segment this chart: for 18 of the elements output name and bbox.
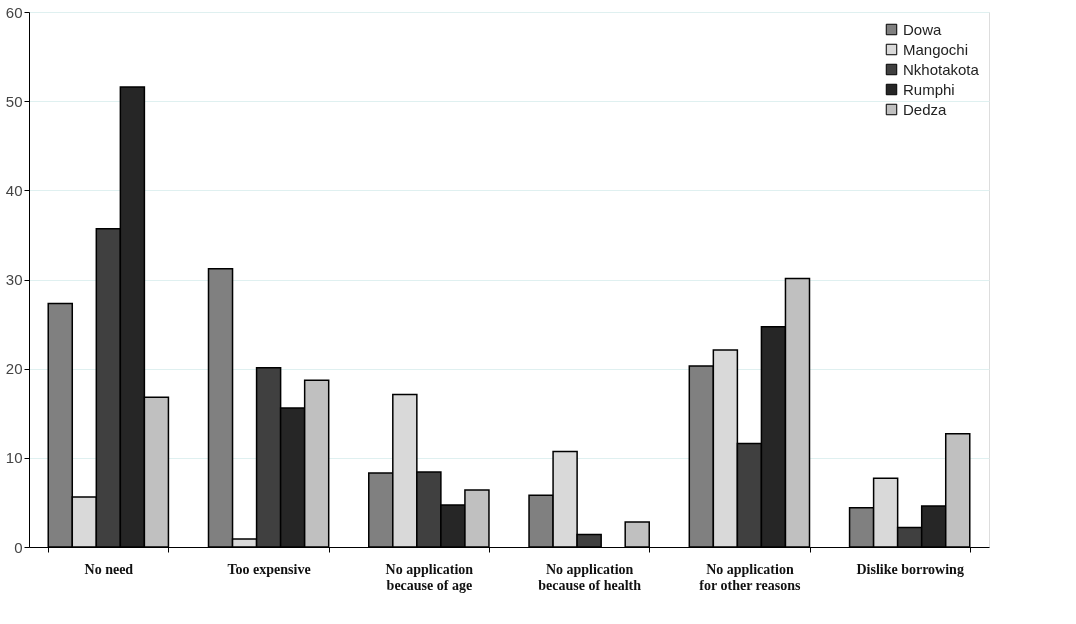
y-tick-label: 60 xyxy=(5,3,23,21)
y-tick-label: 30 xyxy=(5,271,23,288)
y-tick-label: 20 xyxy=(5,360,23,378)
x-tick-label: No need xyxy=(84,561,134,577)
y-tick-label: 40 xyxy=(5,181,23,199)
y-tick-label: 50 xyxy=(5,92,23,110)
y-tick-label: 0 xyxy=(14,538,23,556)
x-tick-label: Too expensive xyxy=(227,561,311,577)
legend-label: Rumphi xyxy=(903,80,955,98)
x-tick-label: No application because of age xyxy=(385,561,474,593)
y-tick-label: 10 xyxy=(5,449,23,467)
legend-label: Dowa xyxy=(903,20,943,38)
legend-label: Nkhotakota xyxy=(903,60,980,78)
x-tick-label: Dislike borrowing xyxy=(856,561,964,577)
legend-label: Mangochi xyxy=(903,40,969,58)
legend-label: Dedza xyxy=(903,100,948,118)
x-tick-label: No application for other reasons xyxy=(699,561,801,593)
x-tick-label: No application because of health xyxy=(538,561,642,593)
